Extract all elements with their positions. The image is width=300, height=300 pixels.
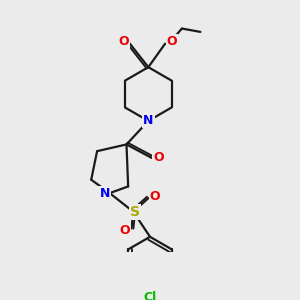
Text: O: O: [119, 224, 130, 237]
Text: O: O: [167, 35, 177, 49]
Text: N: N: [143, 114, 154, 128]
Text: N: N: [100, 187, 110, 200]
Text: O: O: [153, 152, 164, 164]
Text: O: O: [150, 190, 160, 203]
Text: Cl: Cl: [143, 291, 157, 300]
Text: S: S: [130, 205, 140, 219]
Text: O: O: [119, 35, 129, 49]
